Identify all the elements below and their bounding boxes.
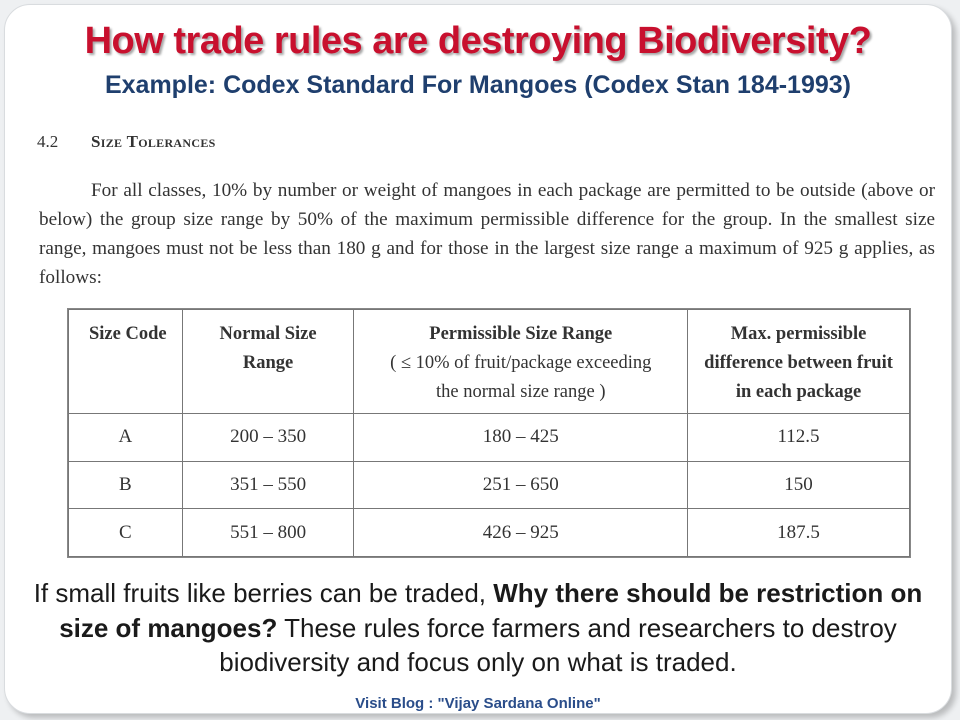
cell-normal-range: 551 – 800 [181,508,355,557]
section-title: Size Tolerances [91,132,216,151]
size-tolerance-paragraph: For all classes, 10% by number or weight… [39,180,935,288]
table-header-row: Size Code Normal Size Range Permissible … [68,309,910,414]
header-permissible-note: ( ≤ 10% of fruit/package exceeding the n… [390,353,652,402]
cell-permissible-range: 251 – 650 [353,460,689,510]
slide-title: How trade rules are destroying Biodivers… [84,20,872,62]
cell-normal-range: 200 – 350 [181,413,355,462]
header-normal-range-text: Normal Size Range [219,324,317,373]
cell-max-difference: 112.5 [687,413,910,462]
section-number: 4.2 [37,132,59,151]
header-permissible-range-text: Permissible Size Range [429,324,613,344]
cell-size-code: B [68,460,183,510]
cell-max-difference: 150 [687,460,910,510]
conclusion-part-2: These rules force farmers and researcher… [219,612,897,678]
cell-size-code: A [68,413,183,462]
header-max-difference-text: Max. permissible difference between frui… [704,324,893,402]
blog-footer: Visit Blog : "Vijay Sardana Online" [355,695,601,712]
size-table-frame: Size Code Normal Size Range Permissible … [67,308,911,558]
cell-size-code: C [68,508,183,557]
cell-normal-range: 351 – 550 [181,460,355,510]
size-table: Size Code Normal Size Range Permissible … [68,309,910,557]
cell-max-difference: 187.5 [687,508,910,557]
table-row: C 551 – 800 426 – 925 187.5 [68,508,910,557]
conclusion-question: Why there should be restriction on size … [59,578,923,643]
table-row: A 200 – 350 180 – 425 112.5 [68,413,910,462]
header-size-code: Size Code [68,309,183,414]
cell-permissible-range: 426 – 925 [353,508,689,557]
section-heading: 4.2 Size Tolerances [37,132,216,152]
slide-subtitle: Example: Codex Standard For Mangoes (Cod… [104,71,852,99]
cell-permissible-range: 180 – 425 [353,413,689,462]
header-permissible-range: Permissible Size Range ( ≤ 10% of fruit/… [353,309,689,414]
conclusion-text: If small fruits like berries can be trad… [15,576,941,680]
slide: How trade rules are destroying Biodivers… [4,4,952,714]
header-normal-range: Normal Size Range [181,309,355,414]
conclusion-part-1: If small fruits like berries can be trad… [33,578,494,608]
header-max-difference: Max. permissible difference between frui… [687,309,910,414]
table-row: B 351 – 550 251 – 650 150 [68,460,910,510]
